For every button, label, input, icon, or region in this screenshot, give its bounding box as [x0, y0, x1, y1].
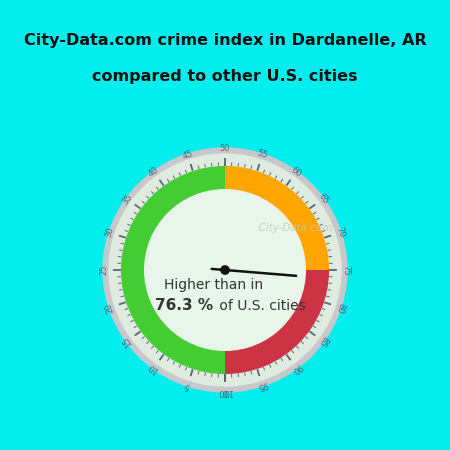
Circle shape [109, 154, 341, 386]
Circle shape [103, 148, 347, 392]
Wedge shape [225, 166, 329, 270]
Text: 50: 50 [220, 144, 230, 153]
Text: 5: 5 [184, 380, 191, 390]
Text: 60: 60 [289, 165, 303, 179]
Text: 0: 0 [222, 387, 228, 396]
Text: 40: 40 [147, 165, 161, 179]
Wedge shape [225, 270, 329, 374]
Text: 95: 95 [256, 379, 269, 391]
Text: 15: 15 [120, 334, 134, 348]
Text: 65: 65 [316, 192, 330, 206]
Text: 25: 25 [99, 265, 108, 275]
Text: City-Data.com: City-Data.com [252, 223, 333, 234]
Text: 75: 75 [342, 265, 351, 275]
Text: 100: 100 [217, 387, 233, 396]
Text: 76.3 %: 76.3 % [155, 298, 213, 313]
Circle shape [221, 266, 229, 274]
Text: 30: 30 [104, 226, 116, 239]
Text: compared to other U.S. cities: compared to other U.S. cities [92, 69, 358, 84]
Wedge shape [121, 166, 225, 374]
Text: 45: 45 [181, 149, 194, 161]
Text: City-Data.com crime index in Dardanelle, AR: City-Data.com crime index in Dardanelle,… [24, 33, 426, 48]
Text: 20: 20 [104, 301, 116, 314]
Text: of U.S. cities: of U.S. cities [215, 299, 306, 313]
Circle shape [145, 190, 305, 350]
Text: 35: 35 [120, 192, 134, 206]
Text: 80: 80 [334, 301, 346, 314]
Text: 90: 90 [289, 361, 303, 375]
Text: Higher than in: Higher than in [163, 278, 263, 292]
Text: 10: 10 [147, 361, 161, 375]
Text: 55: 55 [256, 149, 269, 161]
Text: 70: 70 [334, 226, 346, 239]
Text: 85: 85 [316, 334, 330, 348]
